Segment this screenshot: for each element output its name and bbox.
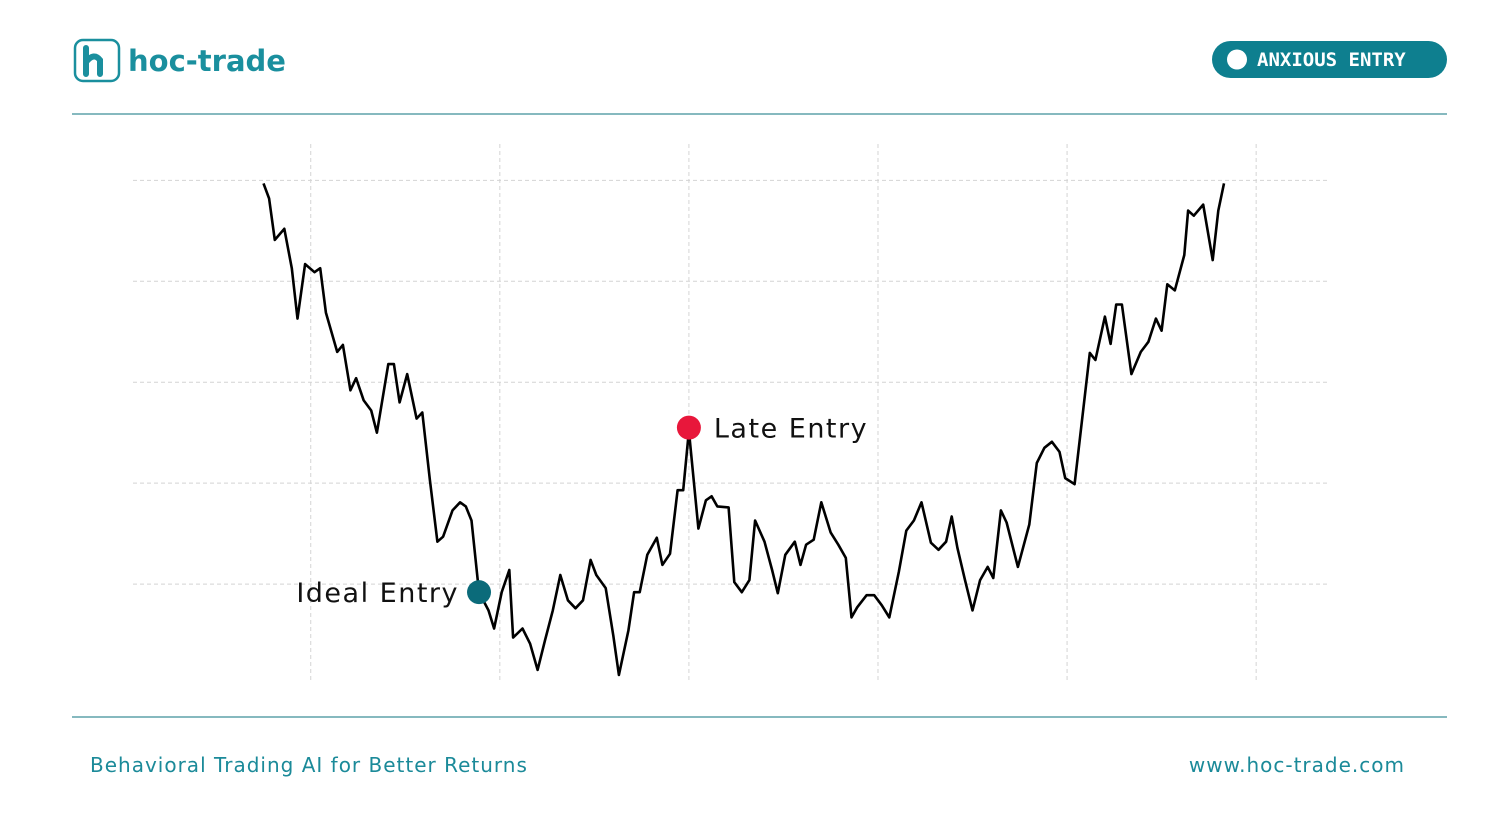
entry-marker xyxy=(676,415,701,440)
badge-dot xyxy=(1227,49,1247,70)
logo: hoc-trade xyxy=(73,38,286,83)
brand-name: hoc-trade xyxy=(128,44,286,78)
logo-icon xyxy=(73,38,121,83)
tagline: Behavioral Trading AI for Better Returns xyxy=(90,753,528,777)
badge-text: ANXIOUS ENTRY xyxy=(1257,49,1406,71)
entry-marker xyxy=(467,580,492,605)
logo-glyph xyxy=(83,45,103,77)
entry-label: Late Entry xyxy=(714,414,868,445)
url: www.hoc-trade.com xyxy=(1189,753,1405,777)
price-line xyxy=(262,182,1226,677)
badge-bg xyxy=(1212,41,1447,78)
chart: Ideal Entry Late Entry xyxy=(133,144,1328,680)
badge: ANXIOUS ENTRY xyxy=(1212,41,1447,78)
entry-label: Ideal Entry xyxy=(296,578,459,609)
